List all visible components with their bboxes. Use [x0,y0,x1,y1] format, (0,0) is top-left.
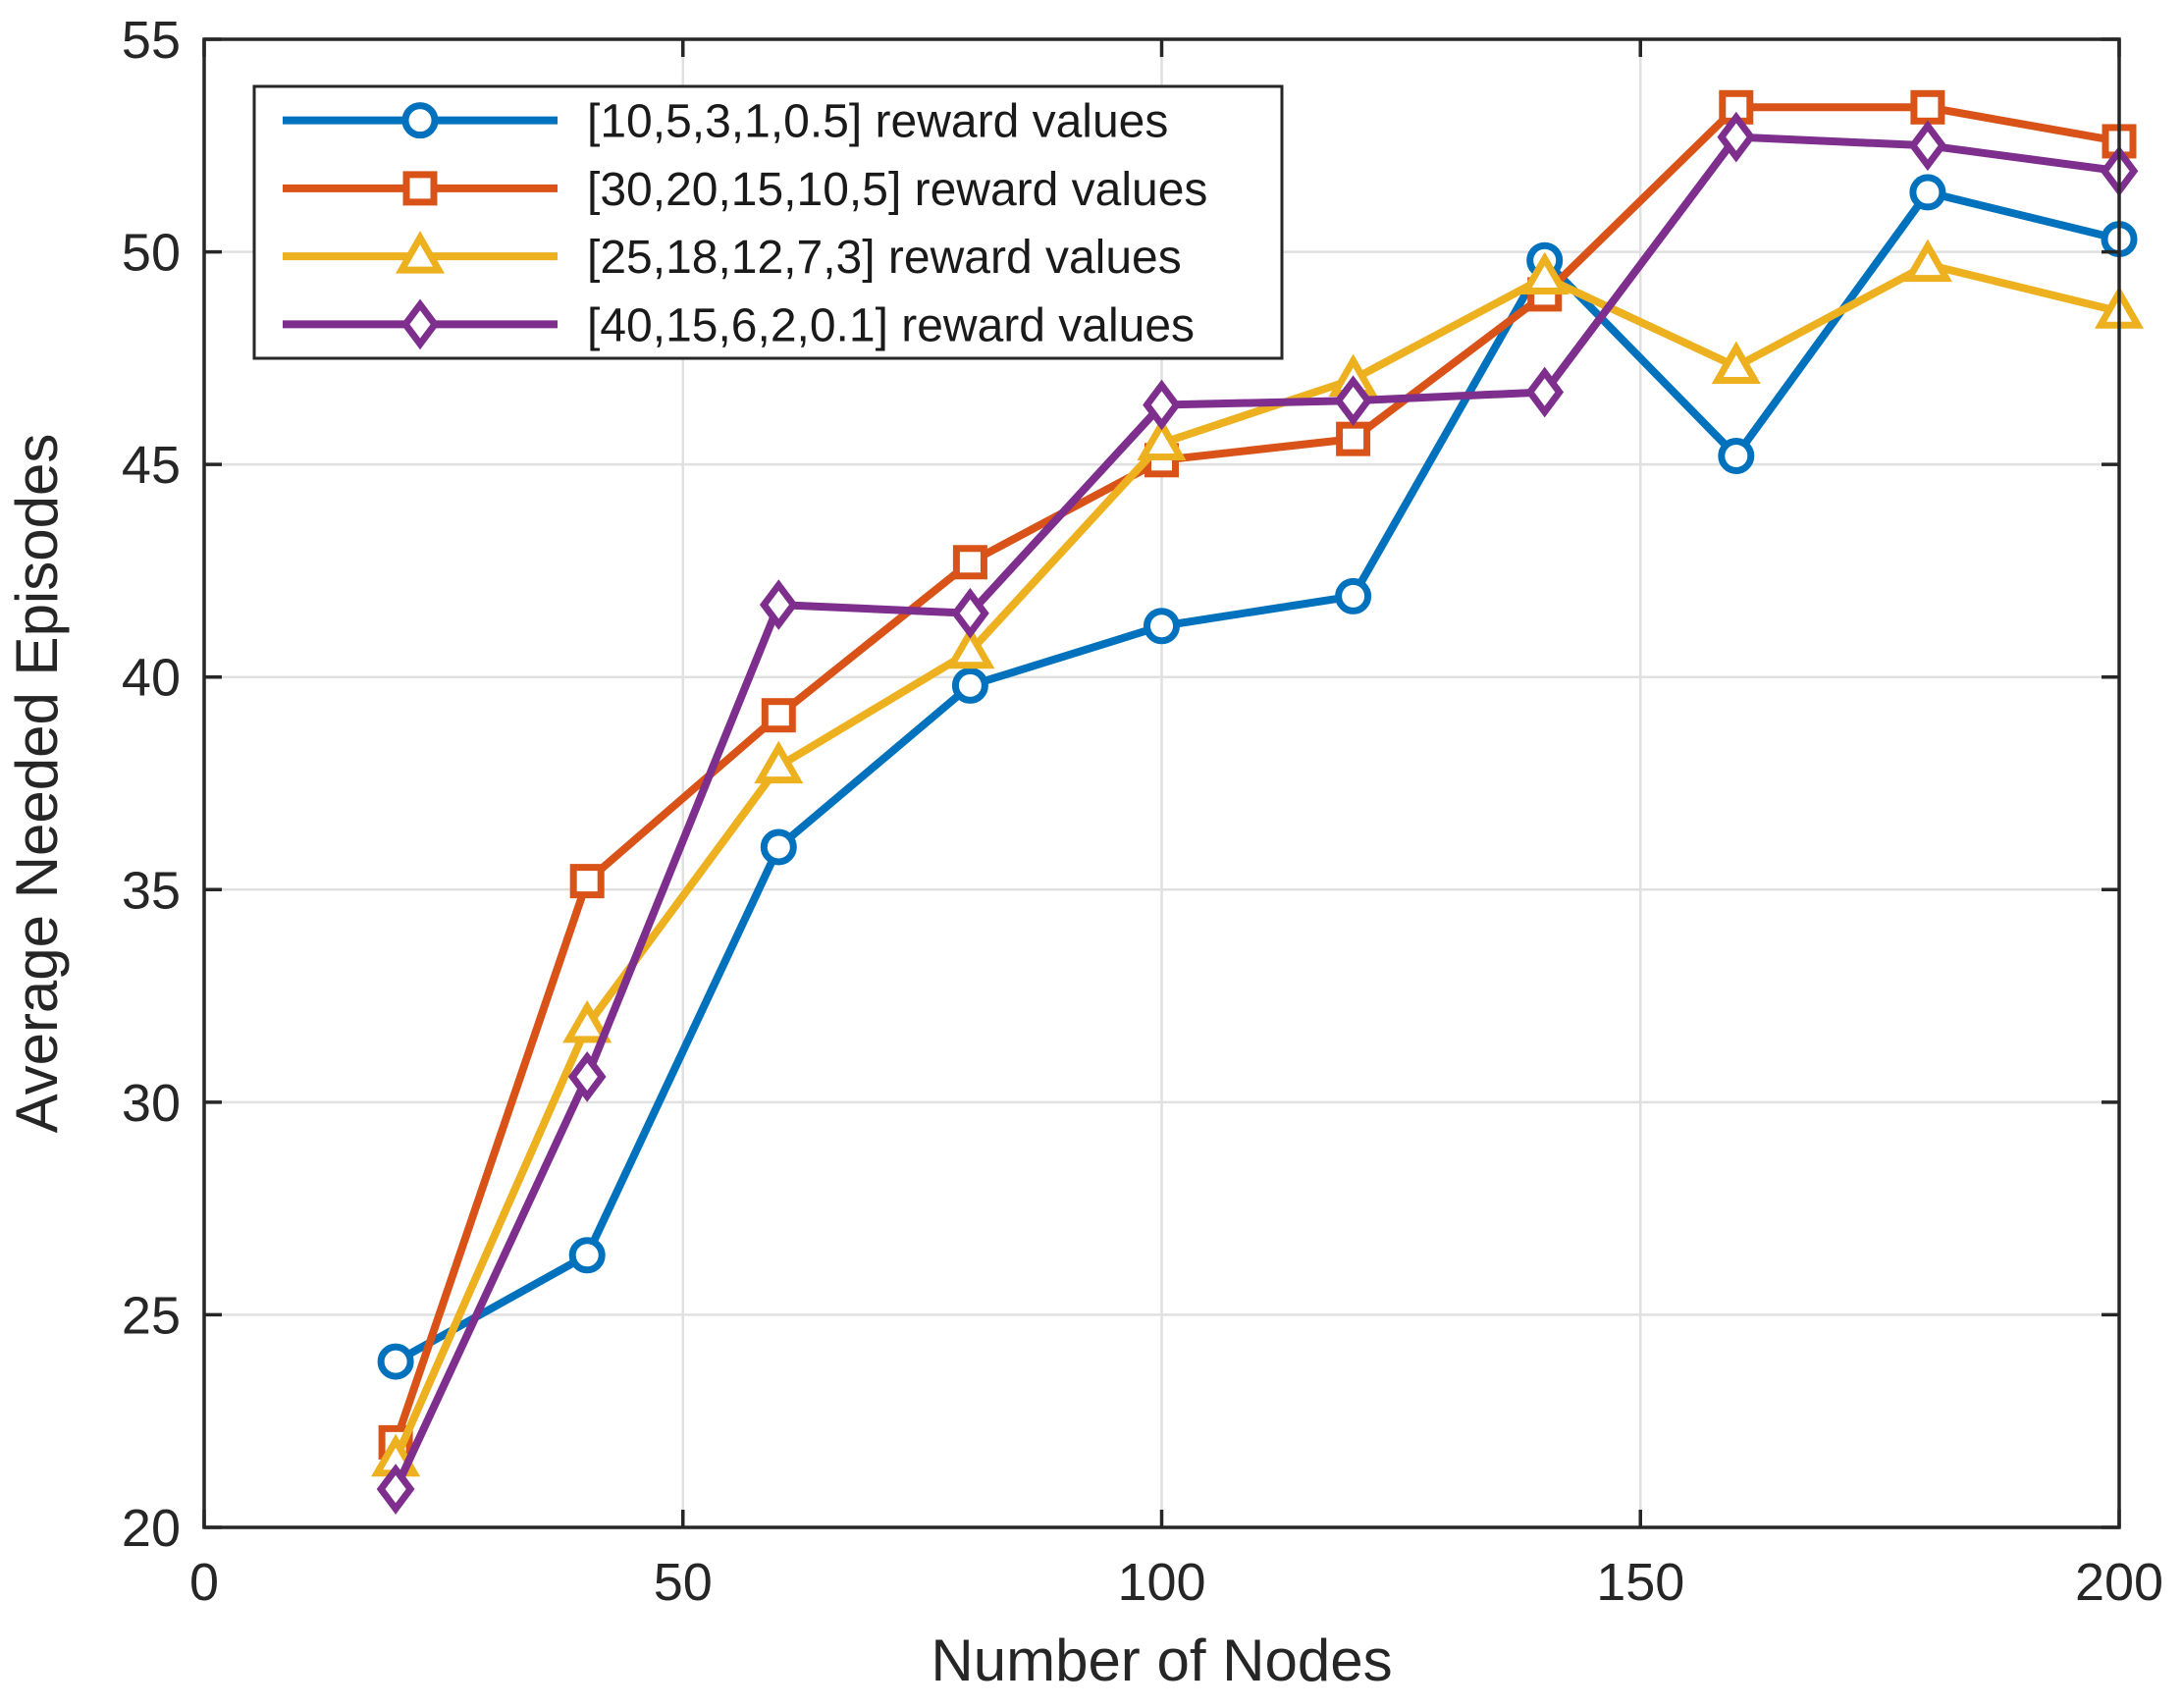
series-marker-diamond [759,579,798,630]
series-marker-triangle [754,740,804,784]
series-marker-diamond [1525,366,1565,418]
series-line-2 [392,260,2120,1462]
series-line-1 [392,103,2120,1444]
y-tick-label: 40 [122,649,181,708]
y-tick-label: 25 [122,1286,181,1345]
series-line-0 [394,187,2120,1365]
y-tick-label: 20 [122,1499,181,1558]
x-tick-label: 100 [1117,1553,1205,1612]
series-marker-triangle [1711,341,1761,385]
legend-entry-3: [40,15,6,2,0.1] reward values [283,298,1195,351]
series-line-3 [392,133,2120,1491]
series-marker-diamond [951,587,989,639]
x-tick-label: 150 [1596,1553,1684,1612]
series-marker-circle [1718,437,1755,474]
y-tick-label: 45 [122,436,181,495]
legend: [10,5,3,1,0.5] reward values [30,20,15,10… [252,84,1284,360]
series-marker-diamond [1908,120,1947,172]
series-marker-triangle [945,625,995,669]
y-tick-label: 50 [122,224,181,283]
series-marker-triangle [1137,417,1187,460]
legend-entry-label: [40,15,6,2,0.1] reward values [587,299,1195,351]
series-marker-diamond [1334,375,1372,427]
series-marker-circle [1909,174,1946,211]
series-marker-circle [1144,608,1180,645]
series-marker-diamond [400,298,440,350]
series-marker-diamond [376,1464,415,1515]
series-marker-circle [568,1237,606,1274]
legend-entry-label: [10,5,3,1,0.5] reward values [587,96,1168,148]
series-marker-square [952,545,987,580]
series-marker-square [402,171,438,206]
series-marker-circle [401,102,439,139]
series-marker-circle [760,828,797,866]
series-marker-square [1910,89,1945,125]
y-tick-label: 55 [122,11,181,70]
series-marker-square [569,864,605,899]
legend-entry-0: [10,5,3,1,0.5] reward values [283,96,1168,148]
x-tick-label: 200 [2075,1553,2163,1612]
series-marker-triangle [1902,239,1952,283]
y-tick-label: 30 [122,1074,181,1133]
legend-entry-2: [25,18,12,7,3] reward values [283,231,1182,284]
y-axis-label: Average Needed Episodes [4,434,70,1134]
series-marker-circle [1335,577,1372,614]
series-marker-diamond [1717,111,1756,163]
series-marker-triangle [395,231,446,274]
series-marker-square [761,698,796,733]
legend-entry-1: [30,20,15,10,5] reward values [283,164,1207,216]
series-marker-circle [951,667,988,704]
series-marker-diamond [567,1051,607,1102]
series-marker-diamond [1143,379,1181,431]
x-tick-label: 0 [189,1553,219,1612]
legend-entry-label: [25,18,12,7,3] reward values [587,232,1182,284]
x-axis-label: Number of Nodes [931,1628,1392,1693]
y-tick-label: 35 [122,861,181,920]
series-0 [377,174,2138,1380]
x-tick-label: 50 [654,1553,713,1612]
legend-entry-label: [30,20,15,10,5] reward values [587,164,1207,216]
series-marker-square [1336,421,1371,456]
series-marker-triangle [562,999,612,1043]
series-marker-triangle [1519,251,1570,295]
series-marker-circle [377,1343,414,1380]
